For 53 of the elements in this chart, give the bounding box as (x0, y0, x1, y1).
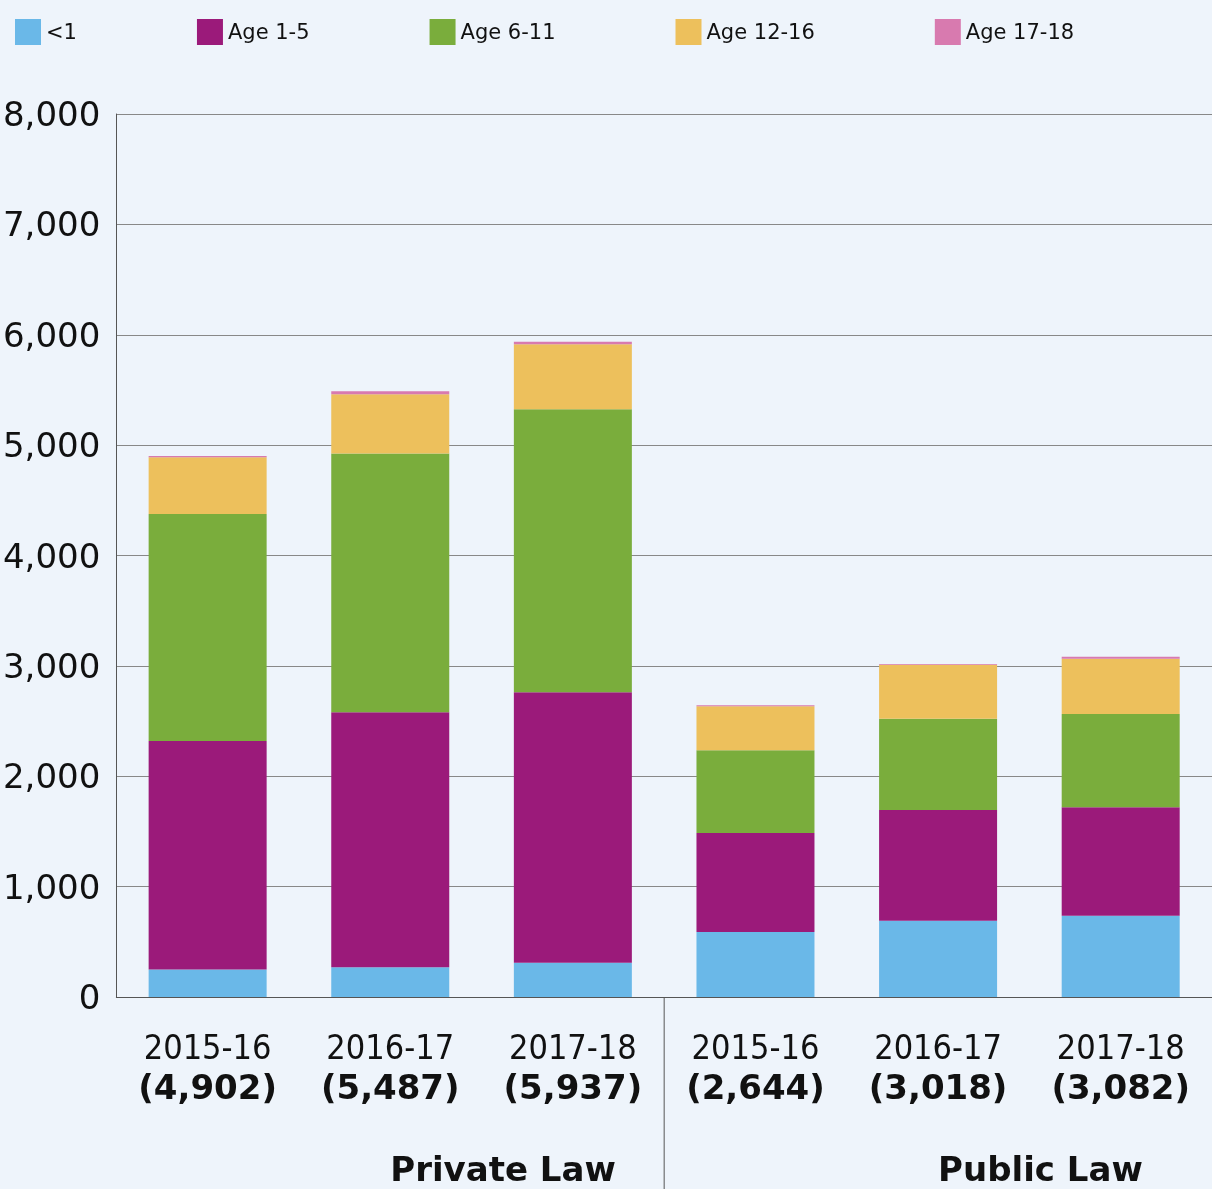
y-tick-label: 5,000 (2, 425, 101, 466)
bar (331, 967, 450, 997)
legend-label: Age 17-18 (965, 20, 1075, 44)
bar (148, 457, 267, 515)
bar (696, 931, 815, 997)
bar (1061, 658, 1180, 714)
y-tick-label: 1,000 (2, 866, 101, 907)
bar (879, 809, 998, 921)
bar (696, 706, 815, 751)
bar (1061, 807, 1180, 916)
legend-label: Age 12-16 (706, 20, 815, 44)
bar (1061, 713, 1180, 808)
x-tick-label: 2017-18 (508, 1027, 637, 1067)
total-label: (2,644) (686, 1067, 825, 1107)
total-label: (5,487) (320, 1067, 460, 1107)
bar (513, 409, 632, 693)
x-tick-label: 2016-17 (874, 1027, 1002, 1067)
y-tick-label: 4,000 (2, 535, 101, 576)
bar (513, 692, 632, 963)
bar (331, 712, 450, 968)
bar (696, 833, 815, 932)
bar (331, 394, 450, 454)
bar (513, 344, 632, 410)
legend-label: Age 6-11 (460, 20, 556, 44)
bar (879, 920, 998, 997)
bar (331, 391, 450, 395)
y-tick-label: 2,000 (2, 756, 101, 797)
total-label: (4,902) (138, 1067, 277, 1107)
bar (879, 664, 998, 719)
total-label: (5,937) (503, 1067, 643, 1107)
x-tick-label: 2017-18 (1056, 1027, 1185, 1067)
bar (148, 969, 267, 997)
bar (148, 514, 267, 741)
bar (1061, 915, 1180, 997)
y-tick-label: 6,000 (2, 314, 101, 355)
text: Public Law (938, 1149, 1143, 1189)
y-tick-label: 8,000 (2, 94, 101, 134)
bar (879, 718, 998, 810)
legend-label: Age 1-5 (227, 20, 310, 44)
bar (696, 750, 815, 834)
bar (513, 962, 632, 997)
x-tick-label: 2016-17 (326, 1027, 455, 1067)
y-tick-label: 7,000 (2, 204, 101, 245)
y-tick-label: 3,000 (2, 645, 101, 686)
bar (331, 453, 450, 713)
x-tick-label: 2015-16 (143, 1027, 272, 1067)
total-label: (3,082) (1051, 1067, 1191, 1107)
total-label: (3,018) (868, 1067, 1008, 1107)
text: Private Law (390, 1149, 616, 1189)
x-tick-label: 2015-16 (691, 1027, 820, 1067)
y-tick-label: 0 (78, 977, 101, 1017)
legend-label: <1 (46, 20, 77, 44)
bar (148, 740, 267, 970)
